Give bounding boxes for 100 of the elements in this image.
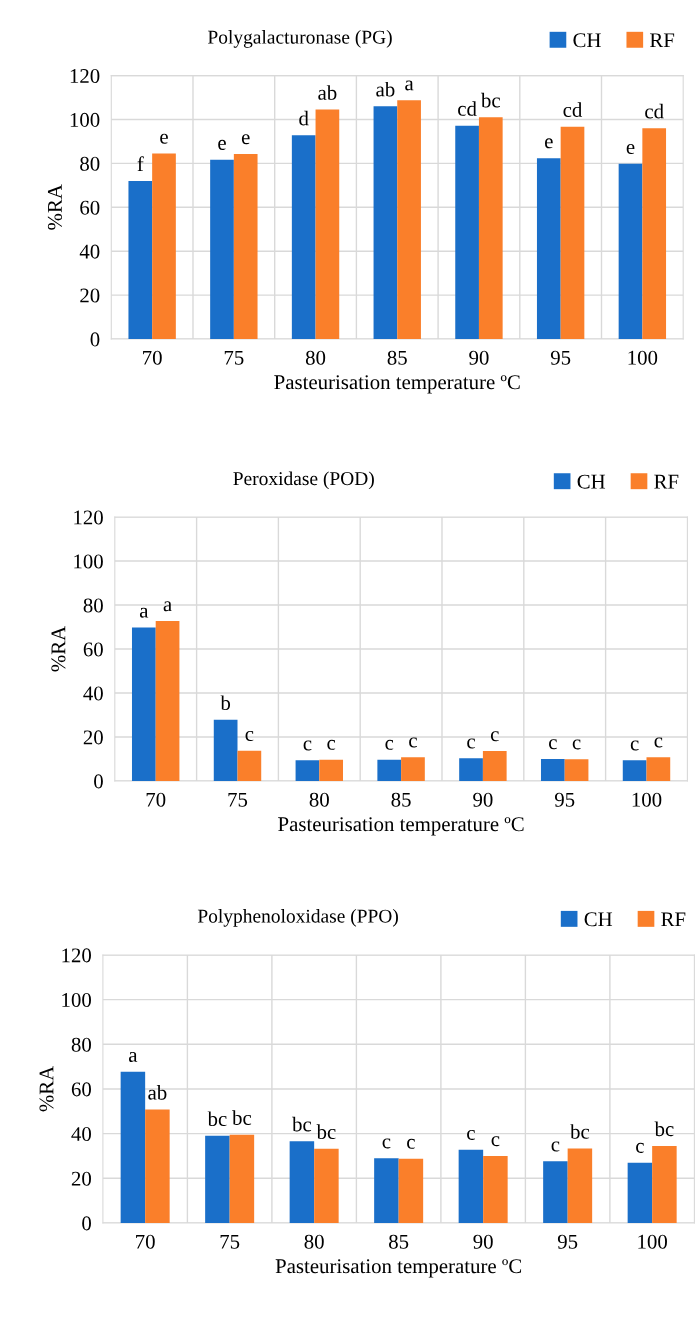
data-label: cd	[458, 101, 477, 116]
data-label: c	[327, 739, 336, 750]
x-tick-label: 90	[469, 350, 489, 365]
data-label: c	[630, 740, 639, 751]
data-label: bc	[232, 1110, 252, 1125]
x-tick-label: 100	[632, 792, 662, 807]
bar	[295, 760, 320, 781]
data-label: a	[129, 1052, 138, 1062]
data-label: e	[160, 133, 168, 144]
bar	[564, 759, 589, 781]
x-tick-label: 70	[143, 350, 162, 365]
bar	[622, 760, 647, 781]
y-tick-label: 20	[80, 288, 100, 303]
bar	[377, 759, 402, 781]
chart-title: Polygalacturonase (PG)	[207, 30, 392, 48]
bar	[233, 153, 258, 339]
data-label: ab	[148, 1085, 167, 1100]
y-tick-label: 0	[82, 1216, 91, 1231]
data-label: c	[636, 1142, 644, 1153]
bar	[373, 106, 398, 339]
y-tick-label: 120	[70, 68, 100, 84]
y-tick-label: 100	[62, 993, 91, 1008]
data-label: c	[491, 1136, 500, 1147]
data-label: e	[544, 138, 553, 149]
bar	[374, 1158, 399, 1223]
data-label: b	[220, 695, 231, 711]
bar	[478, 117, 503, 339]
legend-label: RF	[654, 474, 679, 489]
data-label: e	[218, 139, 226, 150]
bar	[229, 1134, 255, 1223]
y-tick-label: 0	[90, 332, 100, 347]
data-label: f	[137, 156, 144, 171]
bar	[205, 1135, 230, 1223]
x-tick-label: 85	[387, 350, 407, 365]
legend-label: CH	[577, 474, 606, 489]
legend-label: RF	[661, 912, 686, 927]
bar	[646, 757, 671, 781]
bar	[237, 750, 262, 781]
x-tick-label: 80	[304, 1234, 324, 1249]
data-label: bc	[480, 92, 500, 108]
y-tick-label: 120	[74, 510, 103, 525]
bar	[289, 1141, 315, 1223]
data-label: e	[241, 134, 250, 145]
y-tick-label: 60	[71, 1082, 91, 1097]
x-tick-label: 100	[638, 1234, 667, 1249]
bar	[398, 1158, 424, 1223]
x-axis-title: Pasteurisation temperature ºC	[274, 375, 520, 394]
data-label: d	[299, 110, 309, 126]
bar	[482, 751, 507, 781]
bar	[543, 1161, 568, 1223]
legend-label: CH	[584, 912, 613, 927]
x-tick-label: 75	[224, 350, 244, 365]
legend-label: CH	[573, 33, 601, 48]
data-label: e	[626, 144, 635, 155]
bar	[459, 758, 483, 781]
y-tick-label: 60	[83, 642, 103, 657]
x-tick-label: 90	[473, 792, 493, 807]
chart-title: Polyphenoloxidase (PPO)	[197, 909, 398, 927]
bar	[145, 1109, 170, 1223]
bar	[155, 621, 180, 781]
bar	[455, 125, 479, 339]
bar	[128, 180, 153, 339]
bar	[210, 159, 234, 339]
bar	[627, 1162, 653, 1223]
bar	[536, 158, 561, 339]
data-label: bc	[316, 1124, 336, 1140]
x-tick-label: 85	[391, 792, 411, 807]
bar	[314, 1148, 339, 1223]
x-tick-label: 85	[389, 1234, 409, 1249]
y-tick-label: 80	[71, 1037, 91, 1052]
x-tick-label: 80	[309, 792, 329, 807]
bar	[458, 1149, 484, 1223]
y-tick-label: 40	[71, 1127, 91, 1142]
data-label: a	[163, 601, 172, 612]
data-label: c	[409, 737, 417, 748]
data-label: c	[490, 731, 499, 742]
data-label: c	[382, 1138, 391, 1149]
data-label: c	[551, 1141, 560, 1152]
data-label: ab	[318, 85, 337, 100]
x-tick-label: 70	[136, 1234, 155, 1249]
data-label: a	[139, 607, 149, 618]
y-axis-title: %RA	[51, 626, 66, 672]
y-tick-label: 100	[70, 112, 100, 127]
data-label: bc	[292, 1116, 312, 1132]
y-tick-label: 40	[83, 686, 103, 701]
bar	[315, 109, 340, 339]
bar	[291, 135, 316, 339]
bar	[618, 163, 643, 339]
data-label: cd	[563, 102, 583, 117]
bar	[483, 1155, 508, 1223]
x-tick-label: 75	[220, 1234, 240, 1249]
y-axis-title: %RA	[47, 184, 62, 230]
data-label: c	[654, 737, 663, 748]
x-tick-label: 95	[554, 792, 575, 807]
y-tick-label: 20	[83, 730, 103, 745]
data-label: ab	[376, 81, 395, 97]
data-label: c	[245, 731, 254, 742]
y-tick-label: 0	[94, 774, 103, 789]
data-label: c	[407, 1138, 415, 1149]
data-label: c	[572, 739, 581, 750]
